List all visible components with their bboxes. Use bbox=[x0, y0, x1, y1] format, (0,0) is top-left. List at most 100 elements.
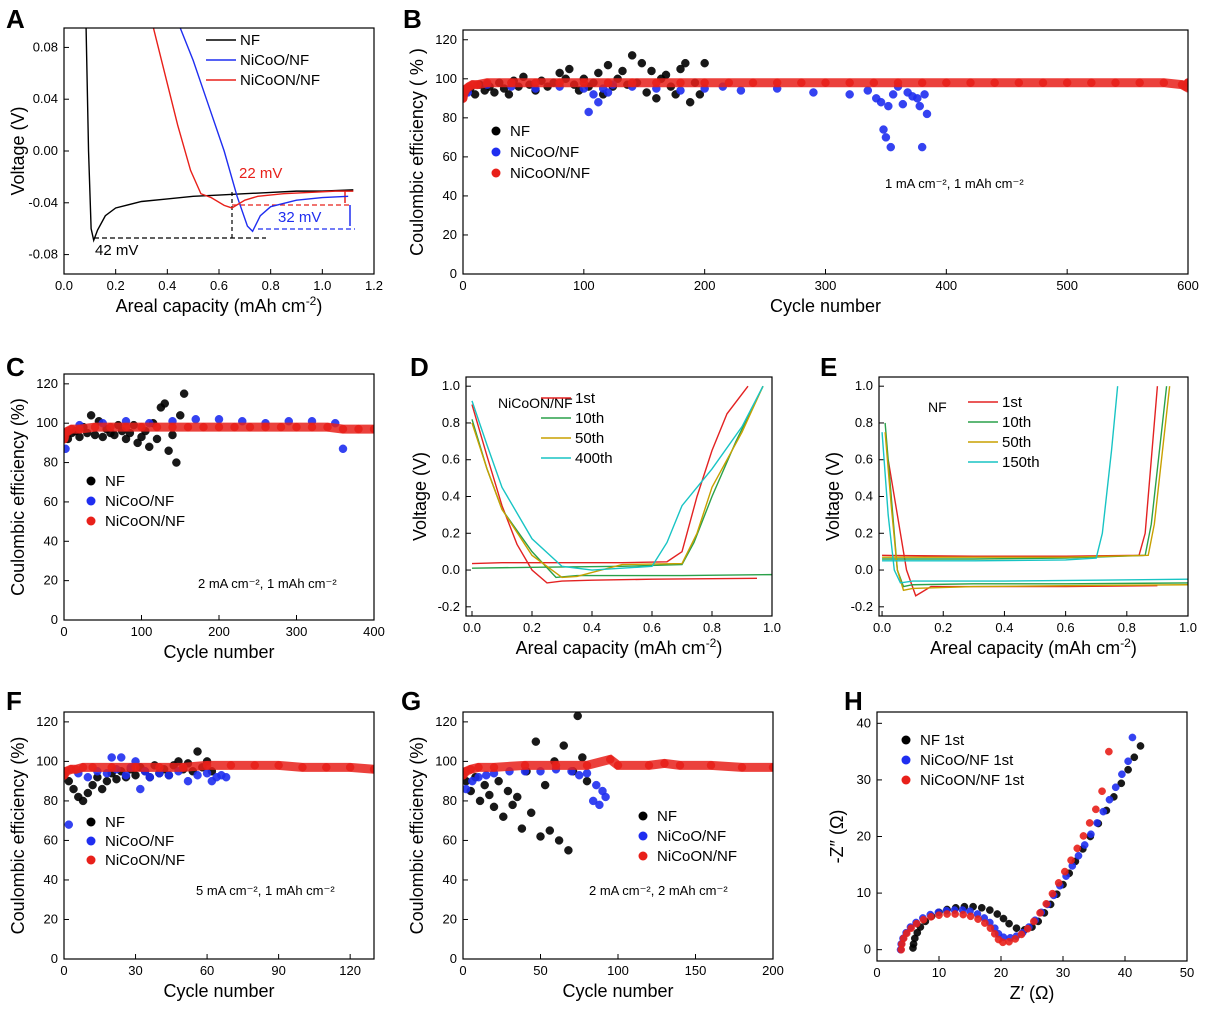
series-nicoo-nf-point bbox=[594, 97, 603, 107]
legend-swatch-nicoon-nf-1st bbox=[901, 775, 911, 785]
plot-area bbox=[463, 712, 773, 855]
x-axis-label-end: ) bbox=[716, 638, 722, 658]
legend-swatch-nf bbox=[86, 817, 96, 827]
plot-area bbox=[85, 28, 354, 243]
series-nicoo-nf-point bbox=[338, 444, 348, 454]
series-nf-1st-point bbox=[977, 903, 986, 912]
series-nf-point bbox=[526, 808, 536, 818]
plot-frame bbox=[462, 711, 774, 960]
x-tick-label: 0.6 bbox=[1057, 620, 1075, 635]
y-tick-label: 0.0 bbox=[855, 562, 873, 577]
plot-frame bbox=[63, 27, 375, 275]
series-nf-point bbox=[480, 780, 489, 790]
series-nf-point bbox=[536, 832, 545, 841]
series-nicoon-nf-point bbox=[912, 919, 921, 928]
series-nf-1st-point bbox=[1124, 765, 1132, 774]
legend-swatch-nf bbox=[491, 126, 501, 136]
x-tick-label: 100 bbox=[607, 963, 629, 978]
series-nicoo-nf-point bbox=[136, 784, 145, 794]
legend-label-nf: NF bbox=[657, 808, 677, 825]
y-axis-label: Coulombic efficiency (%) bbox=[407, 737, 427, 935]
legend-swatch-nicoo-nf bbox=[491, 147, 501, 157]
series-150th-line bbox=[881, 432, 1188, 584]
legend-label-nicoon-nf: NiCoON/NF bbox=[240, 72, 320, 89]
series-nf-point bbox=[490, 88, 499, 97]
series-nicoo-nf-point bbox=[202, 769, 212, 778]
series-50th-line bbox=[884, 432, 1188, 592]
condition-label: 5 mA cm⁻², 1 mAh cm⁻² bbox=[196, 883, 335, 898]
series-1st-line bbox=[471, 404, 758, 584]
y-tick-label: 0 bbox=[450, 266, 457, 281]
x-axis-label-text: Cycle number bbox=[163, 642, 274, 662]
series-nicoo-nf-point bbox=[886, 142, 895, 152]
panel-letter: B bbox=[403, 4, 422, 34]
series-nicoon-nf-point bbox=[919, 915, 928, 924]
y-tick-label: -0.2 bbox=[438, 599, 460, 614]
series-nicoo-nf-point bbox=[1105, 795, 1114, 804]
panel-letter: C bbox=[6, 352, 25, 382]
x-tick-label: 1.0 bbox=[763, 620, 781, 635]
y-tick-label: 40 bbox=[857, 715, 871, 730]
series-nf-point bbox=[75, 432, 84, 442]
series-nicoon-nf-point bbox=[927, 913, 935, 921]
x-axis-label-text: Areal capacity (mAh cm bbox=[930, 638, 1120, 658]
series-nf-point bbox=[540, 780, 550, 790]
y-tick-label: 60 bbox=[44, 832, 58, 847]
y-tick-label: 20 bbox=[443, 911, 457, 926]
series-nf-point bbox=[642, 88, 651, 97]
x-axis-label-text: Z′ (Ω) bbox=[1010, 983, 1055, 1003]
x-axis-label-end: ) bbox=[316, 296, 322, 316]
series-nf-point bbox=[565, 64, 574, 74]
y-tick-label: 0 bbox=[51, 951, 58, 966]
y-tick-label: 0.0 bbox=[442, 562, 460, 577]
series-150th-line bbox=[882, 386, 1119, 562]
x-tick-label: 600 bbox=[1177, 278, 1199, 293]
series-nicoon-nf-point bbox=[1085, 819, 1094, 827]
y-axis-label: Voltage (V) bbox=[8, 106, 28, 195]
legend-label-nicoo-nf-1st: NiCoO/NF 1st bbox=[920, 752, 1014, 769]
series-nicoo-nf-point bbox=[468, 776, 477, 786]
series-nicoon-nf-point bbox=[943, 910, 951, 918]
series-nf-point bbox=[164, 446, 173, 456]
x-axis-label: Areal capacity (mAh cm-2) bbox=[116, 294, 323, 316]
legend-swatch-nicoon-nf bbox=[638, 851, 648, 861]
y-tick-label: 0.6 bbox=[442, 452, 460, 467]
y-tick-label: 100 bbox=[36, 753, 58, 768]
series-1st-line bbox=[887, 459, 1158, 597]
y-tick-label: 20 bbox=[44, 573, 58, 588]
y-tick-label: 120 bbox=[36, 714, 58, 729]
x-tick-label: 0.2 bbox=[523, 620, 541, 635]
series-nicoo-nf-point bbox=[917, 142, 927, 152]
legend-swatch-nicoo-nf bbox=[86, 496, 96, 506]
plot-area bbox=[471, 385, 772, 584]
series-nf-point bbox=[652, 94, 661, 103]
panel-sample-label: NF bbox=[928, 399, 947, 415]
series-nicoon-nf-point bbox=[1011, 935, 1020, 943]
y-tick-label: 120 bbox=[435, 32, 457, 47]
legend-label-nf: NF bbox=[240, 32, 260, 49]
x-tick-label: 0.4 bbox=[158, 278, 176, 293]
x-tick-label: 500 bbox=[1056, 278, 1078, 293]
x-tick-label: 150 bbox=[685, 963, 707, 978]
series-nf-point bbox=[102, 776, 112, 786]
series-nicoon-nf-point bbox=[907, 924, 915, 933]
series-nicoo-nf-point bbox=[1118, 770, 1126, 779]
series-nicoo-nf-point bbox=[191, 415, 200, 424]
panel-letter: F bbox=[6, 686, 22, 716]
series-nicoo-nf-point bbox=[913, 94, 922, 103]
series-nicoo-nf-point bbox=[920, 90, 929, 99]
x-tick-label: 0 bbox=[459, 963, 466, 978]
series-nf-point bbox=[564, 846, 573, 855]
series-nicoon-nf-point bbox=[981, 919, 989, 927]
series-nf-point bbox=[582, 776, 592, 786]
y-tick-label: 0.8 bbox=[442, 415, 460, 430]
y-tick-label: 80 bbox=[44, 455, 58, 470]
x-tick-label: 0.6 bbox=[210, 278, 228, 293]
series-10th-line bbox=[882, 386, 1168, 560]
x-tick-label: 100 bbox=[131, 624, 153, 639]
series-nf-point bbox=[64, 776, 74, 786]
series-nicoo-nf-point bbox=[482, 770, 491, 780]
series-nicoo-nf-point bbox=[589, 90, 598, 99]
legend-swatch-nicoon-nf bbox=[86, 855, 96, 865]
series-nicoon-nf-point bbox=[1092, 805, 1100, 814]
